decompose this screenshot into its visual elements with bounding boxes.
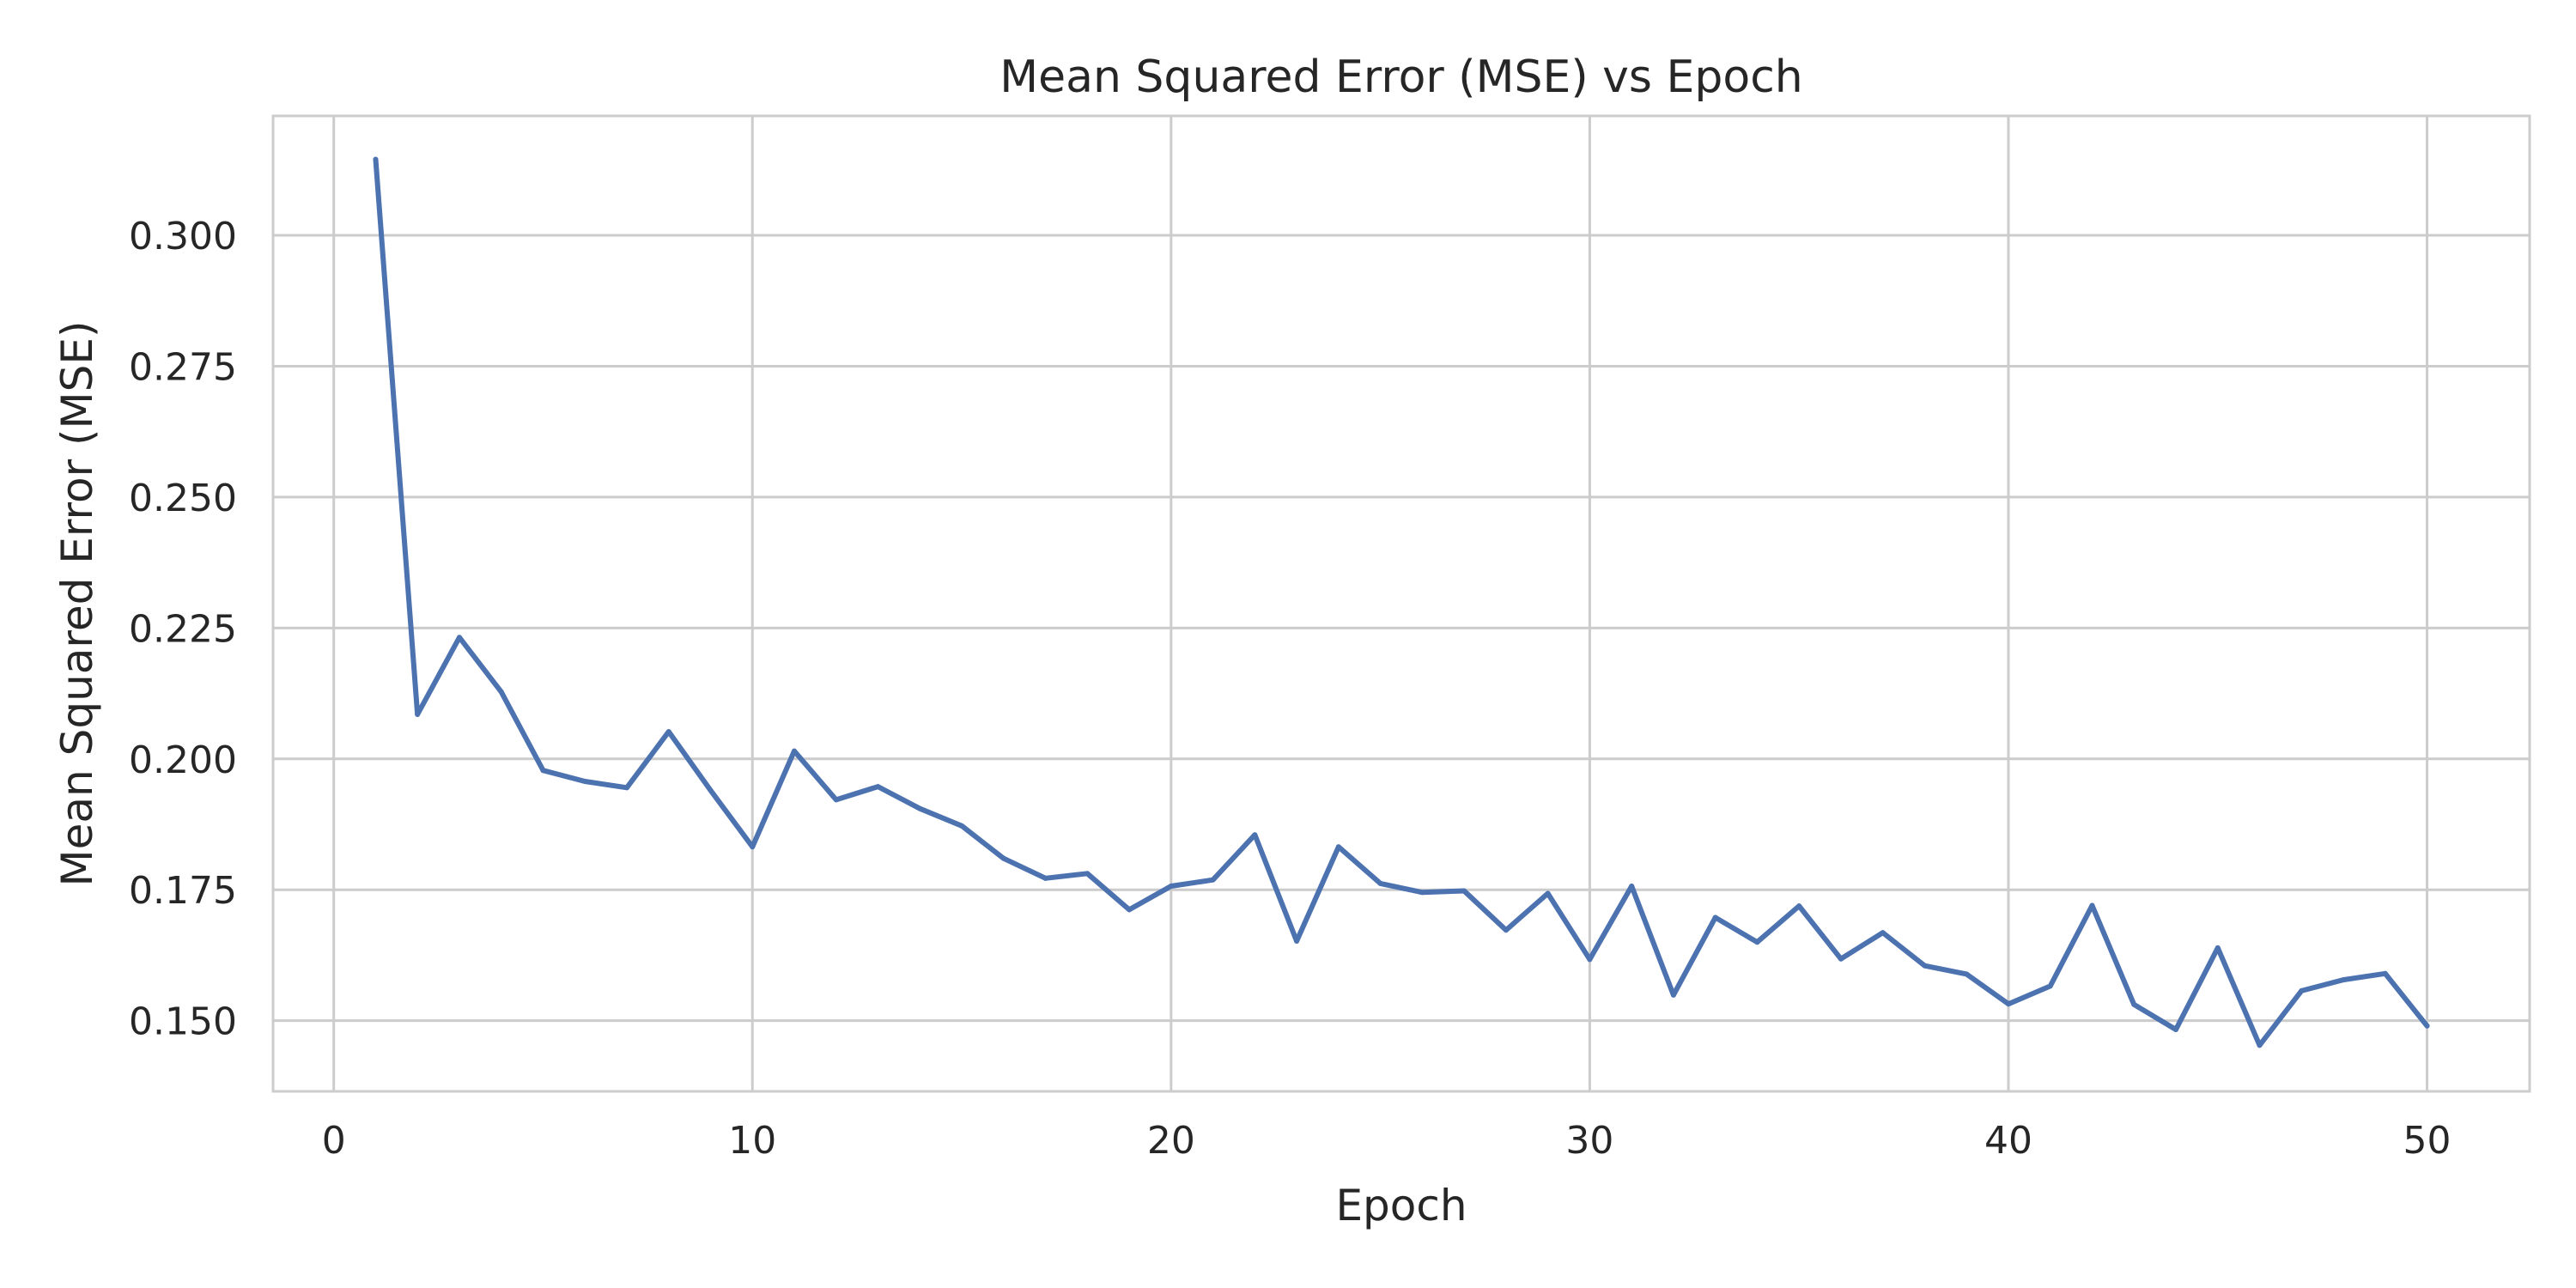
y-tick-label: 0.250 xyxy=(129,477,237,520)
data-point xyxy=(665,729,671,735)
y-tick-label: 0.300 xyxy=(129,215,237,258)
data-point xyxy=(1503,927,1509,933)
data-point xyxy=(2257,1042,2263,1048)
data-point xyxy=(1084,871,1091,877)
data-point xyxy=(415,711,421,717)
y-tick-label: 0.225 xyxy=(129,607,237,651)
data-point xyxy=(2424,1023,2430,1029)
data-point xyxy=(1419,890,1425,896)
data-point xyxy=(833,797,839,803)
x-tick-label: 30 xyxy=(1565,1119,1613,1163)
data-point xyxy=(1545,890,1551,896)
data-point xyxy=(2047,983,2053,989)
x-tick-label: 10 xyxy=(728,1119,776,1163)
plot-area-frame xyxy=(271,114,2531,1093)
data-point xyxy=(2382,970,2388,976)
data-point xyxy=(1796,903,1802,909)
x-axis-ticks: 0 10 20 30 40 50 xyxy=(322,1119,2451,1163)
data-point xyxy=(2173,1027,2179,1033)
data-point xyxy=(623,785,629,791)
data-point xyxy=(1210,877,1216,883)
y-tick-label: 0.150 xyxy=(129,1000,237,1044)
data-point xyxy=(1880,930,1886,936)
data-point xyxy=(498,689,504,695)
data-point xyxy=(792,748,798,754)
y-axis-ticks: 0.150 0.175 0.200 0.225 0.250 0.275 0.300 xyxy=(129,215,237,1044)
data-point xyxy=(1377,880,1383,886)
data-point xyxy=(2131,1001,2137,1007)
data-point xyxy=(1754,939,1760,945)
data-point xyxy=(1838,956,1844,962)
data-point xyxy=(1922,963,1928,969)
series-line xyxy=(373,156,2430,1048)
data-point xyxy=(456,635,462,641)
x-tick-label: 20 xyxy=(1147,1119,1195,1163)
data-point xyxy=(1587,957,1593,963)
data-point xyxy=(1712,914,1718,920)
y-tick-label: 0.200 xyxy=(129,738,237,782)
data-point xyxy=(917,805,923,811)
y-tick-label: 0.175 xyxy=(129,869,237,913)
data-point xyxy=(959,823,965,829)
data-point xyxy=(2089,902,2095,908)
x-tick-label: 0 xyxy=(322,1119,346,1163)
data-point xyxy=(1294,938,1300,944)
data-point xyxy=(2215,945,2221,951)
data-point xyxy=(750,844,756,850)
data-point xyxy=(2005,1001,2011,1007)
data-point xyxy=(1127,907,1133,913)
data-point xyxy=(2341,977,2347,983)
data-point xyxy=(373,156,379,162)
data-point xyxy=(1461,888,1467,894)
data-point xyxy=(1252,832,1258,838)
data-point xyxy=(875,784,881,790)
data-point xyxy=(1670,992,1676,998)
series-layer xyxy=(373,156,2430,1048)
data-point xyxy=(540,768,546,774)
x-tick-label: 40 xyxy=(1984,1119,2032,1163)
x-tick-label: 50 xyxy=(2403,1119,2451,1163)
data-point xyxy=(582,779,588,785)
data-point xyxy=(1042,875,1048,881)
y-axis-label: Mean Squared Error (MSE) xyxy=(52,320,102,886)
chart-title: Mean Squared Error (MSE) vs Epoch xyxy=(999,52,1803,103)
y-tick-label: 0.275 xyxy=(129,345,237,389)
data-point xyxy=(1335,844,1341,850)
data-point xyxy=(2299,987,2305,993)
x-axis-label: Epoch xyxy=(1335,1181,1467,1230)
data-point xyxy=(1629,883,1635,889)
data-point xyxy=(1964,971,1970,977)
data-point xyxy=(1000,855,1006,861)
data-point xyxy=(1168,883,1174,889)
grid-lines xyxy=(273,116,2530,1091)
data-point xyxy=(708,787,714,793)
